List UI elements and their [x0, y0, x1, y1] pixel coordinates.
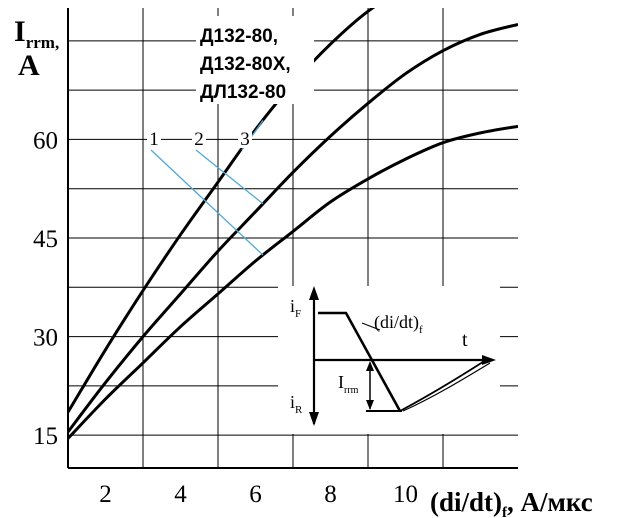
inset-arrow-down: [309, 412, 319, 426]
y-axis-unit: A: [18, 49, 40, 82]
y-tick-label: 45: [33, 226, 58, 253]
series-pointers: 1 2 3: [147, 119, 264, 256]
series-line-1: [68, 124, 518, 440]
x-tick-label: 10: [393, 481, 418, 508]
inset-irrm-arrow-bottom: [366, 400, 374, 410]
x-tick-label: 6: [249, 481, 262, 508]
inset-label-didt: (di/dt)f: [374, 312, 423, 336]
inset-label-if-sub: F: [295, 308, 301, 320]
inset-recovery-curve: [399, 359, 487, 412]
legend-box: [196, 16, 314, 104]
y-axis-label-main: I: [14, 15, 26, 48]
inset-label-didt-main: (di/dt): [374, 312, 419, 333]
series-line-2: [68, 22, 518, 433]
axes: 15 30 45 60 2 4 6 8 10: [33, 8, 518, 508]
inset-label-irrm-sub: rrm: [344, 385, 359, 396]
legend-line-1: Д132-80,: [200, 26, 278, 47]
y-axis-label-sub: rrm,: [26, 33, 60, 52]
legend-line-3: ДЛ132-80: [200, 82, 286, 103]
series-label-2: 2: [194, 129, 204, 150]
series-label-3: 3: [240, 129, 250, 150]
inset-label-irrm-main: I: [338, 372, 344, 392]
inset-label-irrm: Irrm: [338, 372, 359, 396]
x-tick-label: 4: [174, 481, 187, 508]
x-axis-label: (di/dt)f, А/мкс: [430, 487, 593, 518]
x-tick-label: 8: [324, 481, 337, 508]
series-label-bg: [192, 128, 206, 148]
series-label-bg: [238, 128, 252, 148]
y-tick-label: 60: [33, 127, 58, 154]
inset-time-arrow: [482, 355, 496, 365]
inset-label-ir: iR: [290, 392, 303, 416]
inset-irrm-arrow-top: [366, 361, 374, 371]
inset-label-ir-main: i: [290, 392, 295, 412]
series-pointer-1: [150, 149, 264, 256]
inset-recovery-curve-2: [402, 362, 491, 412]
inset-diagram: iF iR t (di/dt)f Irrm: [278, 286, 500, 434]
inset-didt-pointer: [361, 322, 381, 331]
series-label-1: 1: [149, 129, 159, 150]
inset-arrow-up: [309, 286, 319, 300]
inset-label-if-main: i: [290, 296, 295, 316]
y-axis-label: Irrm,: [14, 15, 59, 52]
inset-label-t: t: [462, 329, 468, 351]
series-label-bg: [147, 128, 161, 148]
inset-label-if: iF: [290, 296, 301, 320]
inset-current-waveform: [318, 311, 402, 412]
legend-line-2: Д132-80Х,: [200, 54, 291, 75]
inset-label-didt-sub: f: [419, 324, 423, 336]
y-tick-label: 15: [33, 423, 58, 450]
x-axis-label-sub: f: [502, 505, 508, 518]
x-tick-label: 2: [99, 481, 112, 508]
inset-label-ir-sub: R: [295, 404, 303, 416]
series-pointer-2: [195, 149, 264, 205]
y-tick-label: 30: [33, 325, 58, 352]
x-axis-label-unit: , А/мкс: [507, 487, 593, 517]
x-axis-label-main: (di/dt): [430, 487, 502, 517]
